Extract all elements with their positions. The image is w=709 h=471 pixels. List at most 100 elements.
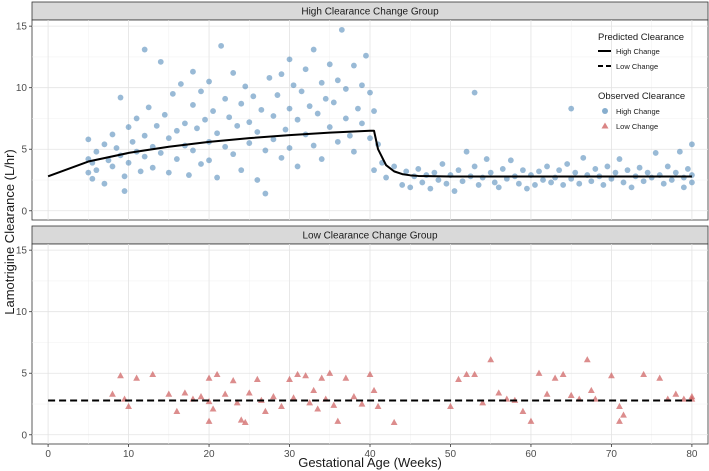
observed-point-high [278,71,285,78]
observed-point-high [560,182,567,188]
y-tick-label: 10 [16,307,28,318]
observed-point-high [266,74,273,81]
observed-point-high [190,102,196,108]
observed-point-high [133,115,140,122]
observed-point-high [427,185,434,192]
observed-point-high [258,106,265,113]
observed-point-high [628,184,635,191]
observed-point-low [261,407,269,414]
observed-point-low [245,389,253,396]
legend: Predicted Clearance High Change Low Chan… [598,32,685,131]
observed-point-high [298,88,305,95]
observed-point-high [487,169,494,176]
observed-point-high [190,147,196,154]
observed-point-high [109,131,116,138]
observed-point-high [318,156,325,162]
observed-point-high [286,56,293,63]
observed-point-high [524,185,530,192]
legend-point-high-label: High Change [616,107,660,116]
x-tick-label: 60 [525,449,537,460]
observed-point-high [157,150,164,156]
observed-point-high [536,168,542,175]
observed-point-low [616,402,623,410]
observed-point-high [540,177,546,183]
observed-point-high [306,103,313,110]
observed-point-low [173,407,181,414]
observed-point-high [351,148,357,155]
observed-point-low [620,411,627,418]
observed-point-high [463,148,470,155]
observed-point-low [358,400,366,407]
observed-point-low [294,370,301,378]
y-tick-label: 5 [21,145,27,156]
observed-point-high [177,81,184,87]
x-tick-label: 20 [203,449,215,460]
observed-point-low [334,417,342,424]
observed-point-high [359,82,365,89]
observed-point-low [237,416,245,423]
observed-point-low [567,391,575,398]
observed-point-high [624,167,631,174]
observed-point-high [338,26,345,33]
observed-point-high [254,177,261,183]
panel-low-change: Low Clearance Change Group 0 5 10 15 [16,225,709,445]
observed-point-high [222,95,229,102]
legend-line-low-label: Low Change [616,62,658,71]
observed-point-high [342,86,349,92]
x-tick-label: 80 [686,449,698,460]
observed-point-high [548,179,554,186]
observed-point-high [636,164,643,171]
observed-point-high [190,68,196,75]
observed-point-low [233,399,241,406]
observed-point-low [390,418,398,426]
observed-point-high [141,46,148,53]
observed-point-high [121,188,128,194]
observed-point-high [491,179,498,186]
observed-point-high [359,120,365,127]
observed-point-high [459,178,466,185]
observed-point-high [371,167,377,174]
observed-point-low [306,399,314,406]
observed-point-high [286,105,293,112]
observed-point-low [455,375,462,382]
observed-point-low [680,395,688,402]
observed-point-low [314,405,322,412]
legend-line-title: Predicted Clearance [598,32,684,43]
observed-point-high [145,104,152,111]
x-tick-label: 70 [606,449,618,460]
observed-point-high [302,66,309,73]
observed-point-high [210,108,216,114]
observed-point-low [209,405,217,412]
observed-point-high [668,177,675,183]
observed-point-low [330,401,338,408]
observed-point-high [363,52,369,59]
x-tick-label: 0 [45,449,51,460]
observed-point-high [431,169,438,176]
y-axis-title: Lamotrigine Clearance (L/hr) [2,149,17,314]
observed-point-high [206,157,212,164]
observed-point-low [366,370,374,378]
observed-point-low [487,356,495,363]
observed-point-high [173,127,180,134]
observed-point-high [254,129,261,135]
observed-point-low [205,417,213,424]
observed-point-high [644,169,651,176]
observed-point-high [616,156,623,162]
observed-point-high [202,116,208,123]
observed-point-low [551,374,559,381]
observed-point-high [230,151,237,158]
observed-point-low [616,417,623,424]
observed-point-high [451,188,458,194]
observed-point-low [181,389,189,396]
legend-point-title: Observed Clearance [598,91,685,102]
observed-point-high [165,135,172,142]
observed-point-high [310,46,317,53]
observed-point-high [439,161,446,167]
observed-point-low [640,370,648,378]
observed-point-low [205,374,213,381]
observed-point-high [471,163,478,170]
y-tick-label: 15 [16,22,28,33]
x-tick-label: 30 [284,449,296,460]
observed-point-high [194,125,200,132]
observed-point-high [407,184,414,191]
